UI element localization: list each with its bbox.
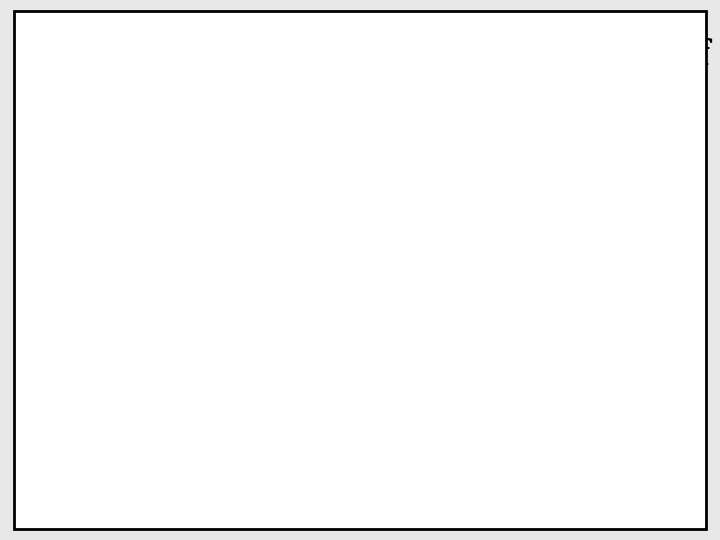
Text: NOR-NOR Circuits for Product of Sums: NOR-NOR Circuits for Product of Sums [36, 38, 720, 72]
Text: =  (A’ + B’ + C’ + D’ + …)’: = (A’ + B’ + C’ + D’ + …)’ [180, 262, 484, 282]
Text: •: • [36, 94, 50, 118]
Text: (using Demorgan’s theorem T13’): (using Demorgan’s theorem T13’) [130, 284, 488, 303]
Text: This is a 2-level NOR-NOR representation: This is a 2-level NOR-NOR representation [72, 324, 545, 346]
Text: with NOR gates as follows:: with NOR gates as follows: [72, 138, 359, 157]
Text: Where A,  B, C are sum terms of the input: Where A, B, C are sum terms of the input [130, 192, 576, 211]
Text: F = (A’)’.(B’)’.(C’)’.(D’)’ ….      using   T4: F = (A’)’.(B’)’.(C’)’.(D’)’ …. using T4 [180, 240, 648, 260]
Text: EECC341 - Shaaban: EECC341 - Shaaban [474, 483, 675, 502]
Text: #47  Midterm Review  Winter 2001  1-22-2002: #47 Midterm Review Winter 2001 1-22-2002 [467, 513, 682, 522]
Text: F =  A.B.C.D. ….: F = A.B.C.D. …. [158, 165, 356, 187]
Text: A product of sums expression can be realized by NOR: A product of sums expression can be real… [72, 94, 643, 113]
FancyBboxPatch shape [446, 475, 702, 524]
Text: variables  (e.g.  A = x+y+z): variables (e.g. A = x+y+z) [130, 212, 424, 232]
Text: gates by replacing all the OR gates and the AND gate: gates by replacing all the OR gates and … [72, 116, 642, 135]
